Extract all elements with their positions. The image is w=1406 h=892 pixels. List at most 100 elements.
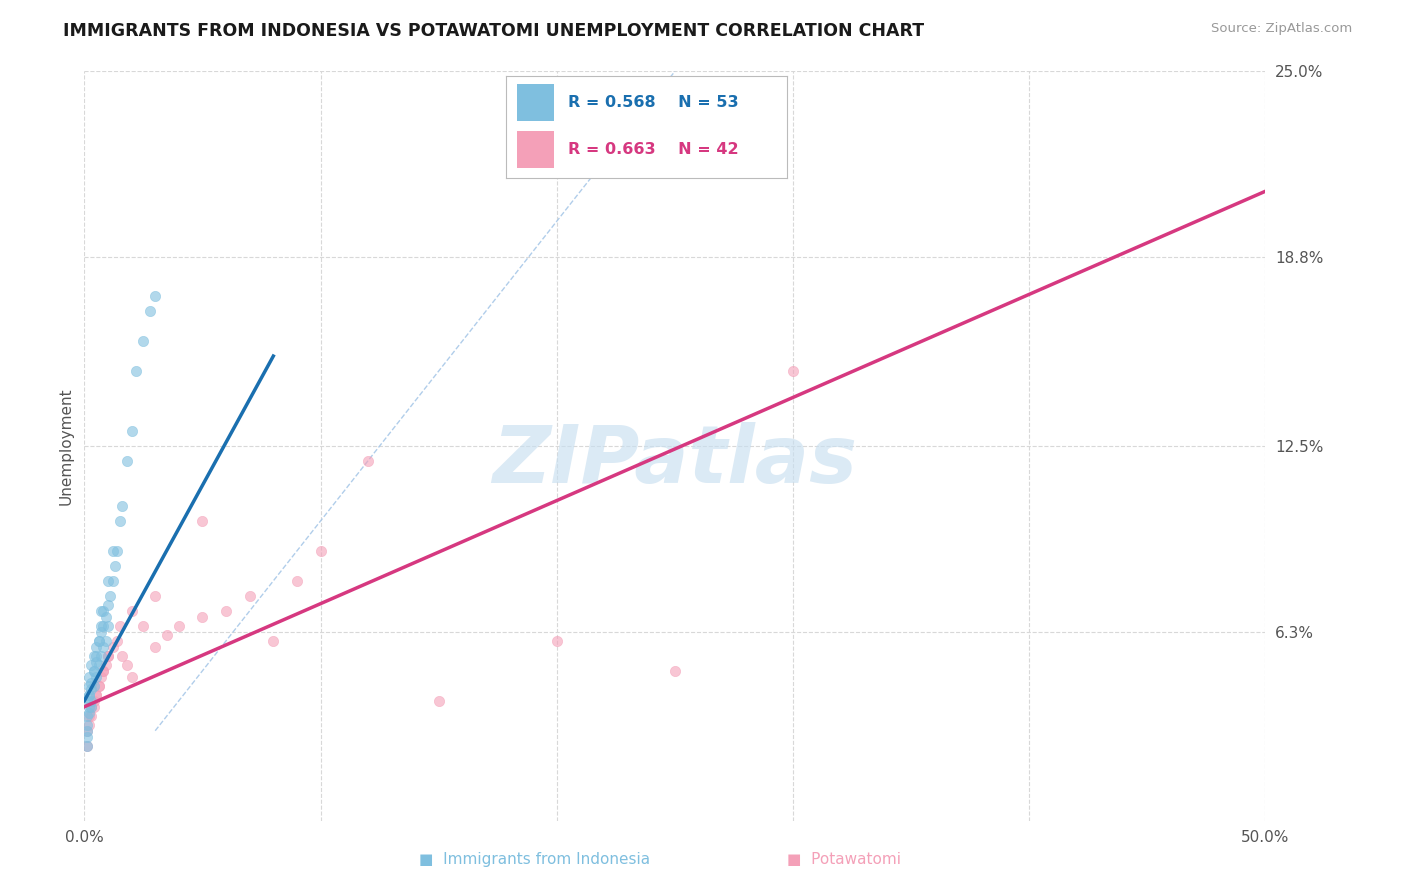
Text: R = 0.663    N = 42: R = 0.663 N = 42 [568,142,738,157]
Point [84,648,107,663]
Text: IMMIGRANTS FROM INDONESIA VS POTAWATOMI UNEMPLOYMENT CORRELATION CHART: IMMIGRANTS FROM INDONESIA VS POTAWATOMI … [63,22,924,40]
Bar [517,131,554,168]
Point [90,670,112,684]
Point [121,670,143,684]
Point [77,717,100,731]
Point [76,730,98,744]
Point [80,699,103,714]
Point [83,679,105,693]
Point [94,610,117,624]
Point [87,633,110,648]
Point [132,619,155,633]
Point [125,364,148,378]
Text: ZIPatlas: ZIPatlas [492,422,858,500]
Point [139,304,162,318]
Point [83,648,105,663]
Point [76,694,98,708]
Point [115,657,138,672]
Point [80,657,103,672]
Point [76,717,98,731]
Point [94,657,117,672]
Point [91,604,114,618]
Point [111,648,134,663]
Point [108,619,131,633]
Point [143,589,166,603]
Point [91,664,114,678]
Point [80,699,103,714]
Point [121,604,143,618]
Point [83,699,105,714]
Point [87,633,110,648]
Point [77,699,100,714]
Text: ■  Immigrants from Indonesia: ■ Immigrants from Indonesia [419,852,650,867]
Point [87,657,110,672]
Point [121,424,143,438]
Point [80,708,103,723]
Point [97,619,120,633]
Point [76,723,98,738]
Point [83,664,105,678]
Point [309,544,332,558]
Point [215,604,238,618]
Point [84,640,107,654]
Point [239,589,262,603]
Point [104,558,127,573]
Point [101,544,124,558]
Point [427,694,450,708]
Point [80,675,103,690]
Point [90,604,112,618]
Point [262,633,284,648]
Point [98,589,121,603]
Point [97,574,120,588]
Point [76,723,98,738]
Bar [517,84,554,121]
Point [80,681,103,696]
Point [143,640,166,654]
Point [84,655,107,669]
Point [77,670,100,684]
Point [101,640,124,654]
Point [77,708,100,723]
Point [97,648,120,663]
Point [101,574,124,588]
Point [191,610,214,624]
Point [84,688,107,702]
Point [76,739,98,753]
Point [77,688,100,702]
Point [90,619,112,633]
Point [107,544,129,558]
Point [546,633,568,648]
Point [111,499,134,513]
Point [357,454,380,468]
Point [782,364,804,378]
Point [76,739,98,753]
Point [90,624,112,639]
Point [156,628,179,642]
Point [83,664,105,678]
Point [94,633,117,648]
Text: Source: ZipAtlas.com: Source: ZipAtlas.com [1212,22,1353,36]
Point [87,679,110,693]
Text: ■  Potawatomi: ■ Potawatomi [786,852,901,867]
Point [664,664,686,678]
Point [91,640,114,654]
Point [76,708,98,723]
Point [107,633,129,648]
Point [91,664,114,678]
Text: R = 0.568    N = 53: R = 0.568 N = 53 [568,95,738,110]
Point [91,619,114,633]
Point [132,334,155,348]
Point [84,688,107,702]
Point [77,706,100,720]
Point [87,679,110,693]
Point [77,679,100,693]
Point [191,514,214,528]
Point [97,648,120,663]
Point [167,619,190,633]
Y-axis label: Unemployment: Unemployment [58,387,73,505]
Point [108,514,131,528]
Point [84,670,107,684]
Point [90,648,112,663]
Point [97,598,120,612]
Point [285,574,308,588]
